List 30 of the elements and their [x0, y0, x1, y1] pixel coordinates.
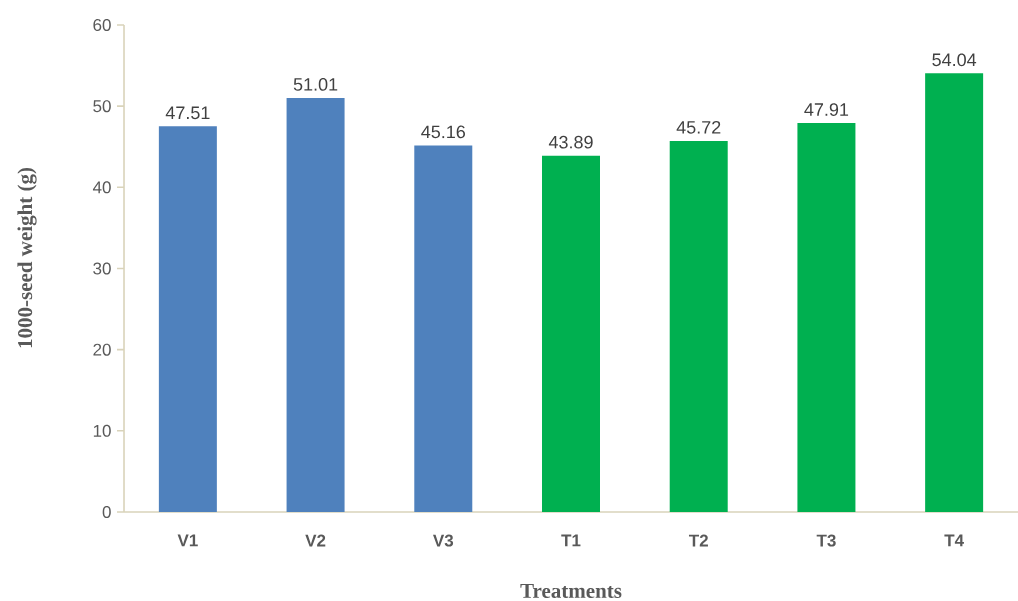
x-tick-label: T1	[561, 534, 581, 547]
bar	[286, 97, 345, 512]
data-label: 54.04	[932, 53, 977, 67]
bar	[542, 155, 600, 512]
data-label: 47.51	[165, 106, 210, 120]
bar	[797, 123, 856, 512]
x-tick-label: T2	[688, 534, 708, 547]
y-tick-label: 10	[93, 424, 111, 437]
bar	[158, 126, 217, 512]
bar	[414, 145, 473, 512]
y-tick-label: 0	[102, 505, 111, 519]
bar	[925, 73, 984, 512]
data-label: 43.89	[548, 135, 593, 149]
y-tick-label: 40	[92, 181, 111, 194]
data-label: 51.01	[293, 78, 338, 91]
data-label: 45.16	[421, 125, 466, 139]
bar	[669, 140, 728, 512]
data-label: 47.91	[804, 103, 849, 116]
x-tick-label: V2	[305, 534, 326, 547]
y-tick-label: 60	[93, 18, 111, 32]
y-axis-title: 1000-seed weight (g)	[17, 167, 37, 348]
y-tick-label: 30	[93, 262, 111, 275]
y-tick-label: 20	[93, 343, 111, 356]
data-label: 45.72	[676, 120, 721, 134]
x-tick-label: V1	[177, 534, 198, 547]
x-tick-label: T4	[944, 534, 964, 547]
x-tick-label: V3	[433, 534, 454, 547]
y-tick-label: 50	[93, 100, 111, 113]
x-tick-label: T3	[816, 534, 836, 547]
x-axis-title: Treatments	[520, 584, 622, 598]
